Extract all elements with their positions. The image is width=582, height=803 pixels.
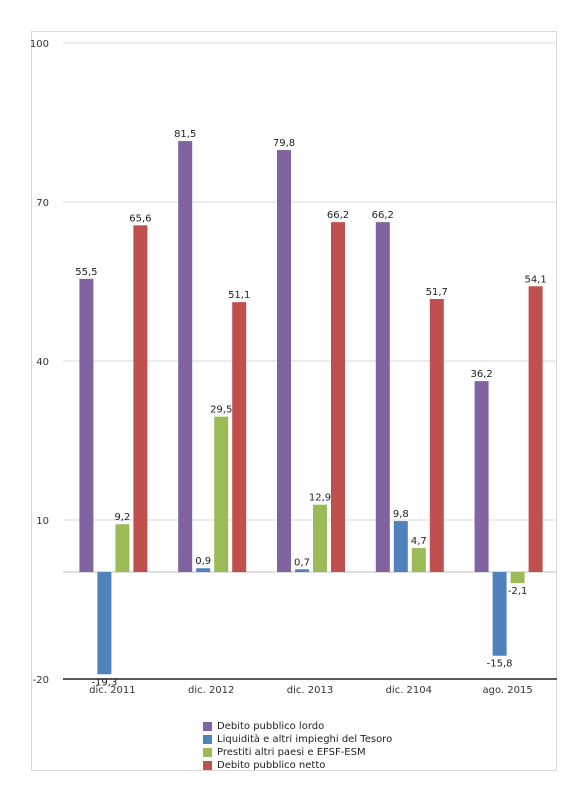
bar <box>331 222 345 572</box>
y-tick-label: -20 <box>33 675 49 686</box>
bar <box>79 278 94 572</box>
bar <box>196 568 211 572</box>
y-tick-label: 70 <box>36 198 49 209</box>
bar <box>295 569 309 572</box>
bar <box>277 150 291 572</box>
bar <box>429 298 444 572</box>
x-category-label: dic. 2011 <box>89 685 135 696</box>
legend: Debito pubblico lordo Liquidità e altri … <box>203 720 392 772</box>
data-label: 79,8 <box>273 138 295 149</box>
legend-item: Liquidità e altri impieghi del Tesoro <box>203 733 392 746</box>
bar <box>178 141 193 573</box>
data-label: 81,5 <box>174 129 196 140</box>
data-label: 51,7 <box>426 287 448 298</box>
data-label: 54,1 <box>524 274 546 285</box>
y-tick-label: 10 <box>36 516 49 527</box>
bar <box>510 572 525 584</box>
bar <box>492 572 507 656</box>
data-label: 29,5 <box>210 405 232 416</box>
data-label: -2,1 <box>508 586 528 597</box>
legend-item: Prestiti altri paesi e EFSF-ESM <box>203 746 392 759</box>
legend-swatch <box>203 735 212 744</box>
legend-swatch <box>203 748 212 757</box>
x-category-label: dic. 2013 <box>287 685 333 696</box>
bar <box>474 381 489 572</box>
bar <box>97 572 112 675</box>
legend-swatch <box>203 722 212 731</box>
legend-swatch <box>203 761 212 770</box>
data-label: 9,2 <box>114 512 130 523</box>
data-label: 66,2 <box>327 210 349 221</box>
legend-label: Debito pubblico netto <box>217 760 326 771</box>
data-label: -19,3 <box>91 677 117 688</box>
bar <box>214 416 229 572</box>
data-label: 4,7 <box>411 536 427 547</box>
legend-label: Liquidità e altri impieghi del Tesoro <box>217 734 393 745</box>
data-label: 66,2 <box>372 210 394 221</box>
x-category-label: dic. 2104 <box>386 685 432 696</box>
bar <box>393 521 408 572</box>
bar <box>115 524 130 572</box>
bar <box>313 504 327 572</box>
x-category-label: ago. 2015 <box>482 685 532 696</box>
legend-label: Debito pubblico lordo <box>217 721 325 732</box>
bar <box>411 548 426 572</box>
data-label: -15,8 <box>487 659 513 670</box>
data-label: 0,9 <box>195 556 211 567</box>
legend-item: Debito pubblico lordo <box>203 720 392 733</box>
data-label: 65,6 <box>129 213 151 224</box>
bar <box>528 286 543 572</box>
chart-frame <box>31 31 557 771</box>
data-label: 55,5 <box>75 267 97 278</box>
data-label: 51,1 <box>228 290 250 301</box>
legend-item: Debito pubblico netto <box>203 759 392 772</box>
x-category-label: dic. 2012 <box>188 685 234 696</box>
bar <box>232 302 247 572</box>
y-tick-label: 100 <box>30 39 49 50</box>
data-label: 12,9 <box>309 493 331 504</box>
data-label: 9,8 <box>393 509 409 520</box>
data-label: 0,7 <box>294 557 310 568</box>
bar <box>375 222 390 572</box>
y-tick-label: 40 <box>36 357 49 368</box>
bar <box>133 225 148 572</box>
data-label: 36,2 <box>470 369 492 380</box>
legend-label: Prestiti altri paesi e EFSF-ESM <box>217 747 366 758</box>
